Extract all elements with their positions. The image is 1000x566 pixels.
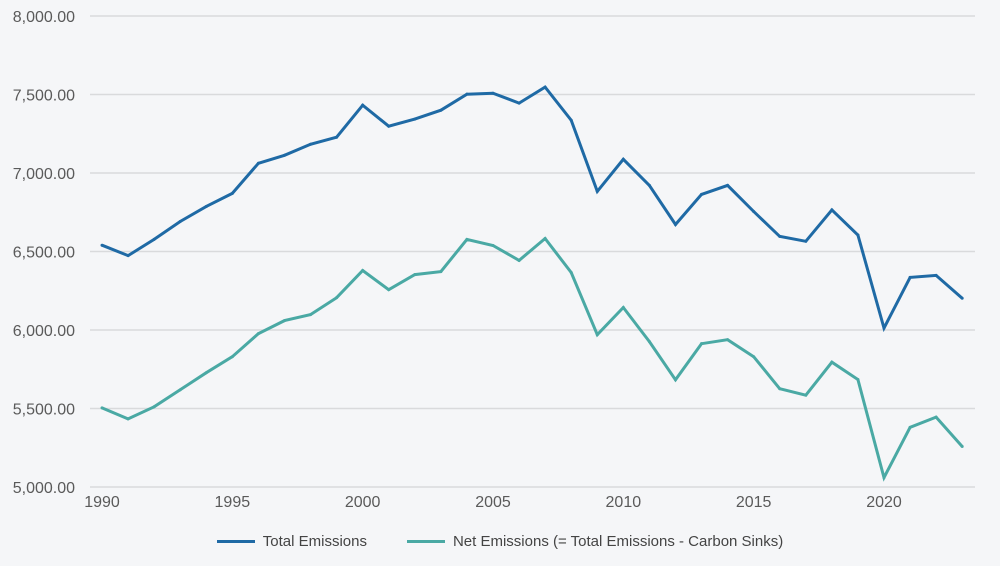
data-point bbox=[204, 371, 208, 375]
data-point bbox=[647, 183, 651, 187]
data-point bbox=[700, 342, 704, 346]
data-point bbox=[960, 444, 964, 448]
data-point bbox=[543, 236, 547, 240]
legend-item-net[interactable]: Net Emissions (= Total Emissions - Carbo… bbox=[406, 533, 784, 550]
y-axis-ticks: 5,000.00 5,500.00 6,000.00 6,500.00 7,000.00… bbox=[13, 9, 75, 497]
data-point bbox=[830, 360, 834, 364]
data-point bbox=[413, 117, 417, 121]
legend-label-total: Total Emissions bbox=[262, 533, 367, 550]
data-point bbox=[934, 415, 938, 419]
data-point bbox=[439, 108, 443, 112]
data-point bbox=[100, 406, 104, 410]
data-point bbox=[621, 157, 625, 161]
data-point bbox=[621, 306, 625, 310]
data-point bbox=[465, 92, 469, 96]
data-point bbox=[673, 222, 677, 226]
series-lines bbox=[100, 85, 964, 482]
data-point bbox=[387, 124, 391, 128]
data-point bbox=[282, 153, 286, 157]
data-point bbox=[934, 273, 938, 277]
data-point bbox=[960, 296, 964, 300]
data-point bbox=[230, 355, 234, 359]
legend-swatch-net bbox=[406, 540, 445, 543]
x-tick-label: 1990 bbox=[84, 494, 120, 511]
data-point bbox=[595, 189, 599, 193]
y-tick-label: 5,000.00 bbox=[13, 480, 75, 497]
data-point bbox=[908, 425, 912, 429]
data-point bbox=[569, 118, 573, 122]
data-point bbox=[309, 313, 313, 317]
gridlines bbox=[90, 15, 975, 488]
data-point bbox=[100, 243, 104, 247]
data-point bbox=[752, 209, 756, 213]
x-tick-label: 2005 bbox=[475, 494, 511, 511]
data-point bbox=[517, 101, 521, 105]
data-point bbox=[126, 254, 130, 258]
data-point bbox=[491, 91, 495, 95]
y-tick-label: 6,500.00 bbox=[13, 245, 75, 262]
data-point bbox=[778, 234, 782, 238]
data-point bbox=[361, 268, 365, 272]
data-point bbox=[830, 208, 834, 212]
data-point bbox=[569, 271, 573, 275]
data-point bbox=[439, 270, 443, 274]
data-point bbox=[752, 355, 756, 359]
data-point bbox=[465, 237, 469, 241]
data-point bbox=[908, 275, 912, 279]
data-point bbox=[517, 258, 521, 262]
data-point bbox=[804, 393, 808, 397]
y-tick-label: 7,500.00 bbox=[13, 88, 75, 105]
data-point bbox=[856, 377, 860, 381]
legend-label-net: Net Emissions (= Total Emissions - Carbo… bbox=[452, 533, 784, 550]
data-point bbox=[335, 296, 339, 300]
data-point bbox=[882, 326, 886, 330]
data-point bbox=[726, 338, 730, 342]
data-point bbox=[361, 103, 365, 107]
data-point bbox=[126, 417, 130, 421]
x-tick-label: 2020 bbox=[866, 494, 902, 511]
x-axis-ticks: 1990 1995 2000 2005 2010 2015 2020 bbox=[84, 494, 902, 511]
data-point bbox=[491, 244, 495, 248]
data-point bbox=[882, 476, 886, 480]
data-point bbox=[256, 161, 260, 165]
data-point bbox=[856, 233, 860, 237]
data-point bbox=[543, 85, 547, 89]
data-point bbox=[282, 319, 286, 323]
y-tick-label: 8,000.00 bbox=[13, 9, 75, 26]
data-point bbox=[804, 239, 808, 243]
x-tick-label: 2010 bbox=[606, 494, 642, 511]
y-tick-label: 6,000.00 bbox=[13, 323, 75, 340]
data-point bbox=[387, 288, 391, 292]
net-emissions-line bbox=[101, 236, 964, 482]
data-point bbox=[204, 204, 208, 208]
legend-swatch-total bbox=[216, 540, 255, 543]
data-point bbox=[178, 220, 182, 224]
legend: Total Emissions Net Emissions (= Total E… bbox=[0, 533, 1000, 550]
data-point bbox=[673, 378, 677, 382]
data-point bbox=[726, 183, 730, 187]
total-emissions-line bbox=[101, 85, 964, 333]
y-tick-label: 7,000.00 bbox=[13, 166, 75, 183]
data-point bbox=[413, 273, 417, 277]
data-point bbox=[178, 388, 182, 392]
data-point bbox=[256, 332, 260, 336]
data-point bbox=[335, 135, 339, 139]
data-point bbox=[309, 142, 313, 146]
data-point bbox=[700, 192, 704, 196]
y-tick-label: 5,500.00 bbox=[13, 402, 75, 419]
x-tick-label: 2015 bbox=[736, 494, 772, 511]
data-point bbox=[595, 333, 599, 337]
data-point bbox=[647, 340, 651, 344]
legend-item-total[interactable]: Total Emissions bbox=[216, 533, 367, 550]
data-point bbox=[152, 405, 156, 409]
x-tick-label: 1995 bbox=[215, 494, 251, 511]
data-point bbox=[152, 237, 156, 241]
data-point bbox=[230, 191, 234, 195]
data-point bbox=[778, 387, 782, 391]
x-tick-label: 2000 bbox=[345, 494, 381, 511]
